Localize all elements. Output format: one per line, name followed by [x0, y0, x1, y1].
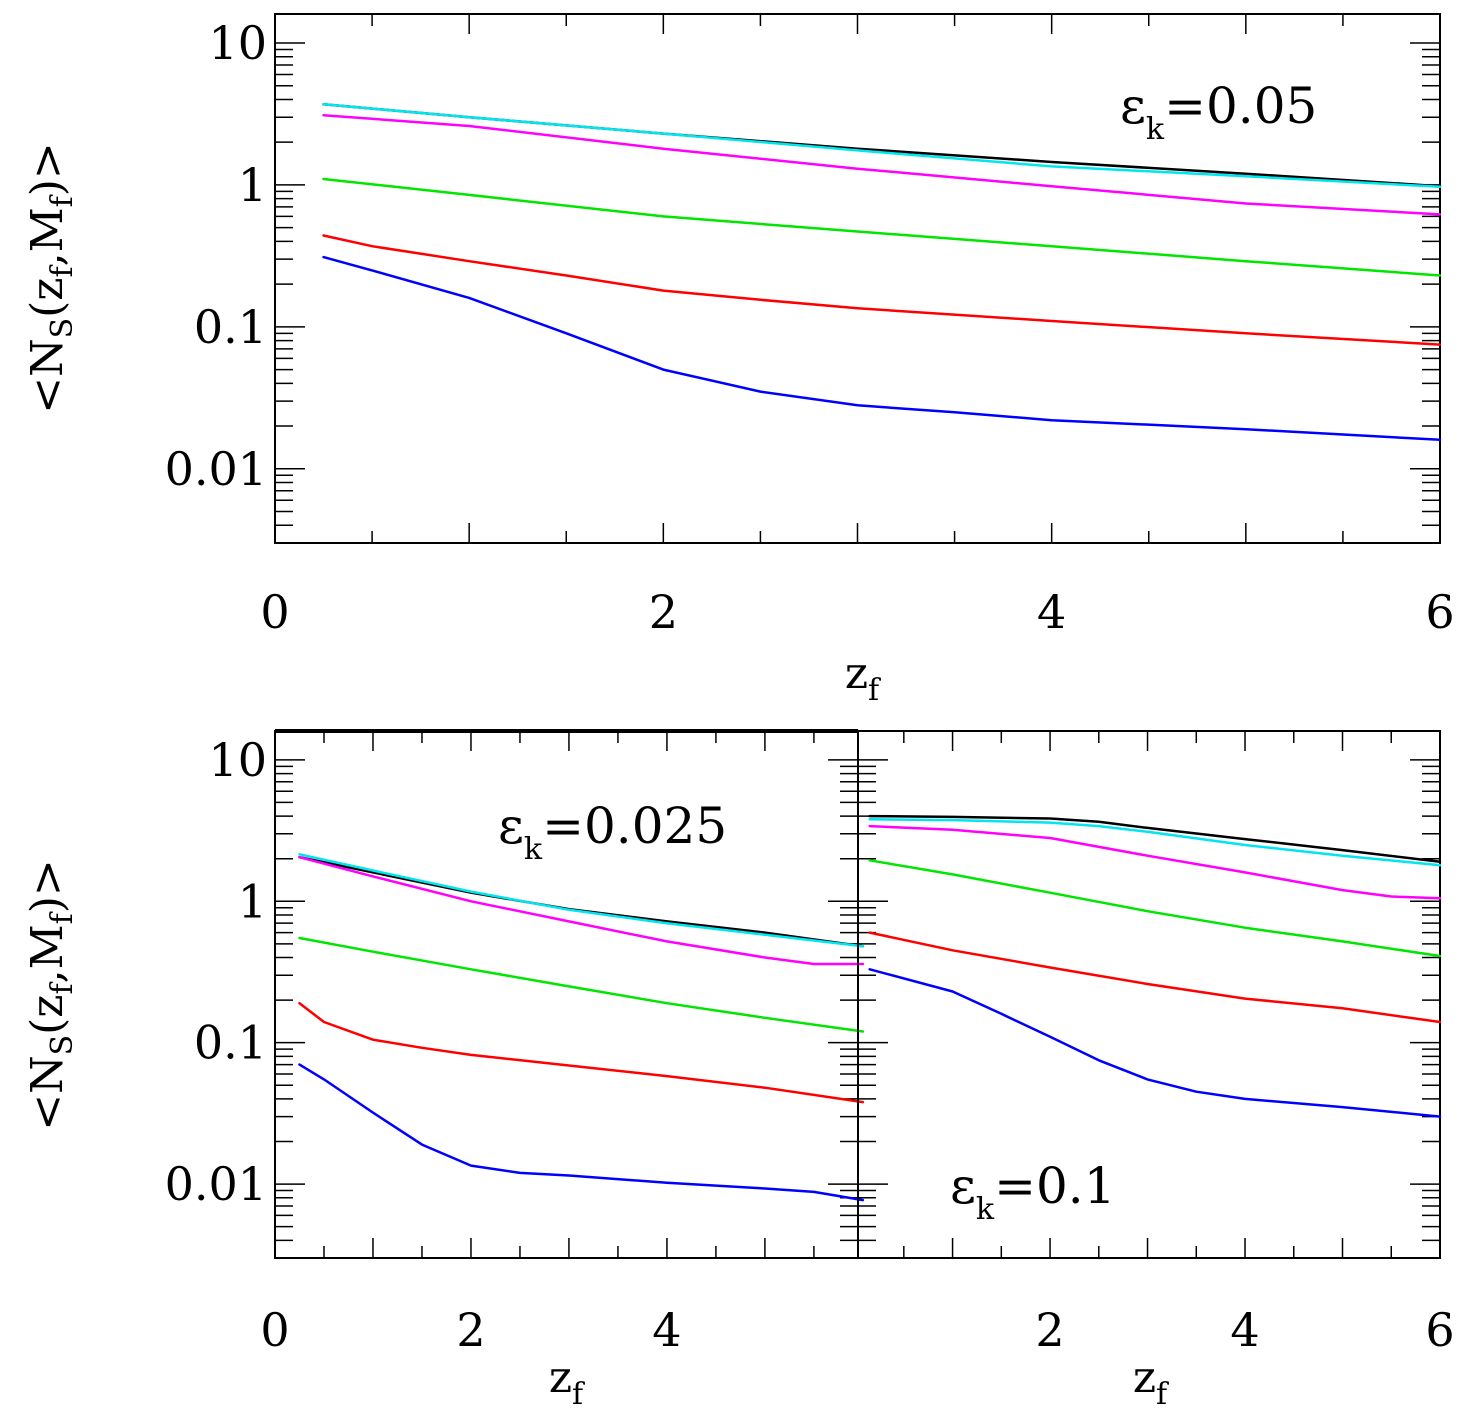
- y-ticks: [858, 759, 1440, 1259]
- y-tick-label: 0.1: [194, 1016, 267, 1070]
- series-line-4: [298, 1001, 865, 1104]
- x-tick-label: 4: [1037, 585, 1066, 639]
- x-ticks: [323, 731, 815, 1258]
- y-tick-label: 0.01: [165, 442, 267, 496]
- y-axis-title: <NS(zf,Mf)>: [22, 859, 80, 1131]
- x-tick-label: 0: [260, 585, 289, 639]
- series-line-3: [868, 859, 1442, 958]
- x-tick-label: 4: [652, 1303, 681, 1357]
- series-group: [322, 103, 1442, 442]
- y-tick-label: 10: [208, 16, 267, 70]
- series-line-2: [868, 824, 1442, 900]
- series-line-5: [298, 1063, 865, 1202]
- series-line-1: [322, 103, 1442, 189]
- series-line-2: [322, 113, 1442, 216]
- series-line-1: [298, 853, 865, 948]
- series-line-5: [322, 255, 1442, 442]
- panel-bottom-right: 2 4 6 zf εk=0.1: [857, 730, 1455, 1412]
- series-line-4: [322, 234, 1442, 346]
- x-ticks: [903, 731, 1393, 1258]
- x-tick-label: 6: [1425, 1303, 1454, 1357]
- series-line-0: [868, 814, 1442, 864]
- panel-annotation: εk=0.025: [498, 797, 727, 867]
- series-line-3: [322, 177, 1442, 277]
- y-tick-label: 1: [238, 874, 267, 928]
- panel-top: 0 2 4 6 0.01 0.1 1 10 zf <NS(zf,Mf)> εk=0.05: [22, 13, 1455, 708]
- y-tick-label: 10: [208, 733, 267, 787]
- plot-frame: [857, 730, 1441, 1259]
- x-ticks: [371, 14, 1344, 543]
- x-tick-label: 4: [1230, 1303, 1259, 1357]
- panel-annotation: εk=0.1: [950, 1157, 1116, 1227]
- panel-bottom-left: 0 2 4 0.01 0.1 1 10 zf <NS(zf,Mf)> εk=0.025: [22, 729, 865, 1412]
- x-tick-label: 0: [260, 1303, 289, 1357]
- y-tick-label: 0.1: [194, 300, 267, 354]
- x-tick-label: 6: [1425, 585, 1454, 639]
- series-line-5: [868, 968, 1442, 1118]
- x-axis-title: zf: [549, 1352, 585, 1412]
- series-line-2: [298, 855, 865, 966]
- series-line-3: [298, 936, 865, 1033]
- y-tick-label: 0.01: [165, 1157, 267, 1211]
- x-tick-label: 2: [649, 585, 678, 639]
- series-line-4: [868, 931, 1442, 1024]
- x-tick-label: 2: [456, 1303, 485, 1357]
- y-axis-title: <NS(zf,Mf)>: [22, 142, 80, 414]
- series-line-1: [868, 818, 1442, 867]
- y-tick-label: 1: [238, 158, 267, 212]
- x-tick-label: 2: [1035, 1303, 1064, 1357]
- x-axis-title: zf: [845, 648, 881, 708]
- series-group: [868, 814, 1442, 1118]
- series-line-0: [298, 855, 865, 948]
- x-axis-title: zf: [1133, 1352, 1169, 1412]
- panel-annotation: εk=0.05: [1120, 77, 1317, 147]
- series-group: [298, 853, 865, 1202]
